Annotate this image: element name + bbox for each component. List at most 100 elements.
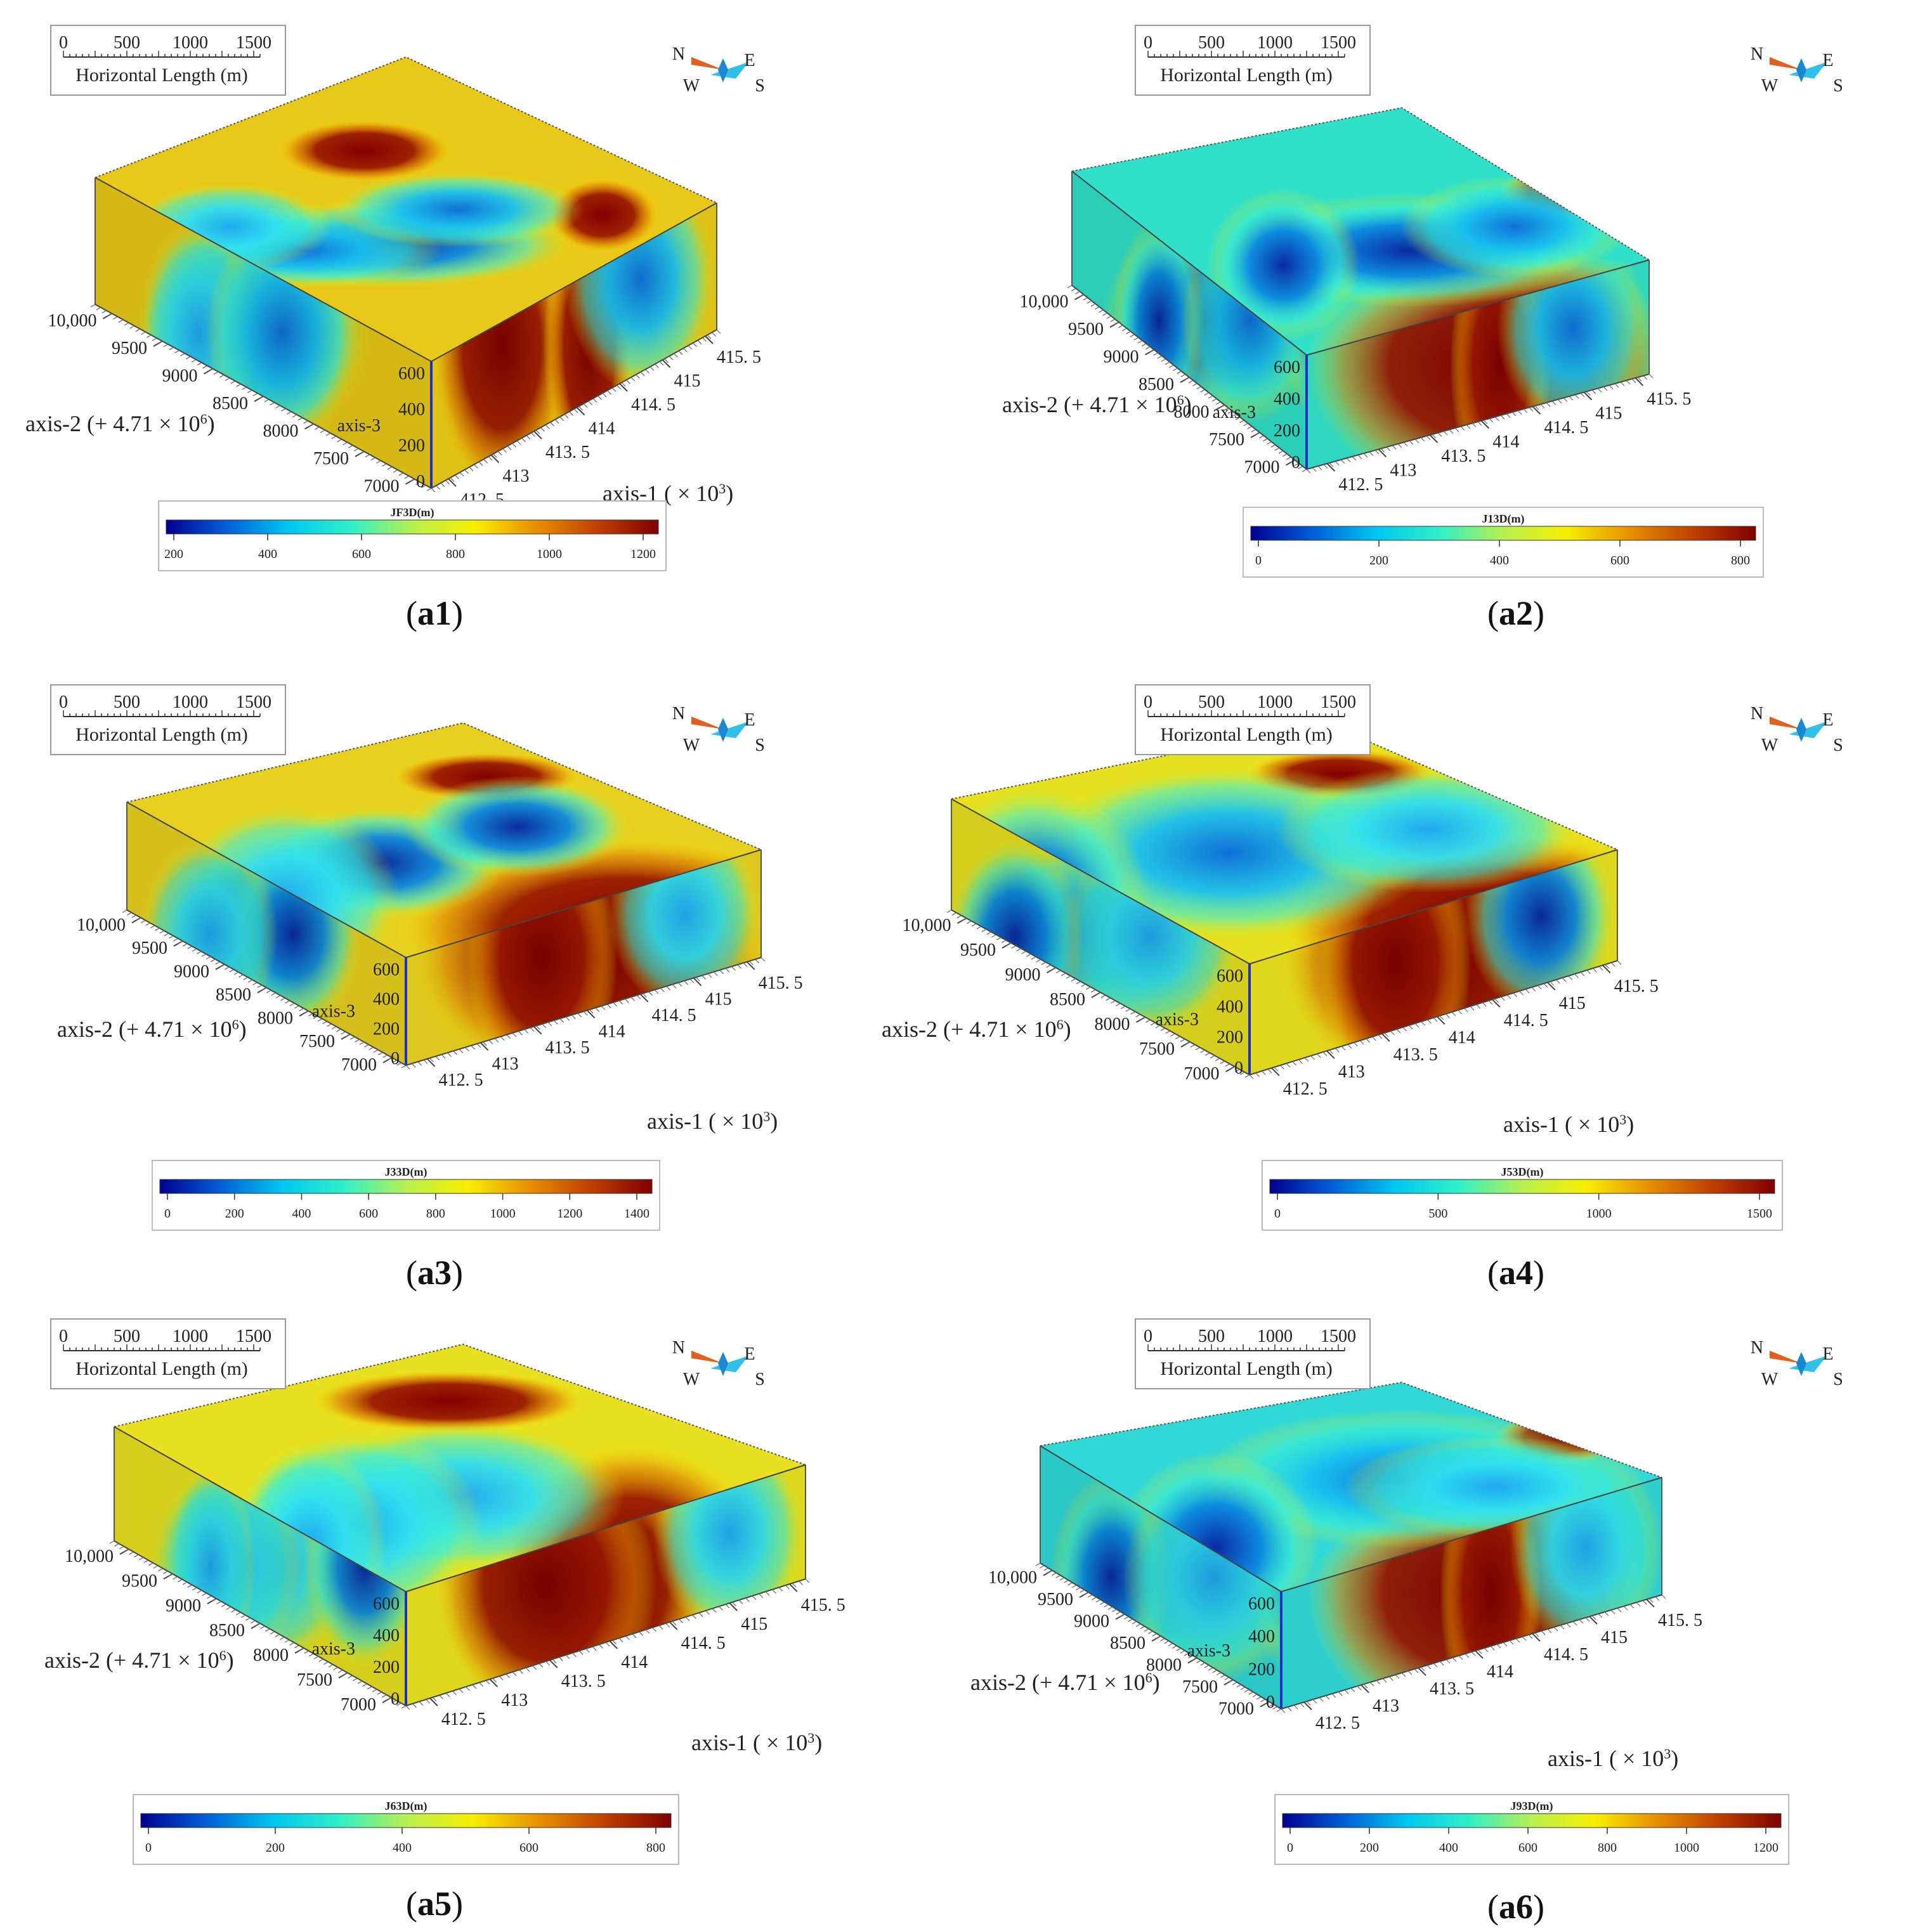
axis-1-tick-label: 415 bbox=[705, 989, 732, 1009]
axis-1-minor-tick bbox=[1509, 1640, 1514, 1645]
axis-1-minor-tick bbox=[1363, 1684, 1368, 1689]
axis-1-minor-tick bbox=[669, 356, 674, 361]
compass-icon: N ES W bbox=[672, 1338, 765, 1389]
axis-2-minor-tick bbox=[1180, 373, 1186, 377]
axis-1-minor-tick bbox=[1490, 1646, 1495, 1651]
axis-1-minor-tick bbox=[554, 419, 559, 424]
axis-1-tick bbox=[1326, 463, 1336, 472]
axis-2-minor-tick bbox=[231, 1609, 236, 1613]
axis-2-minor-tick bbox=[1228, 1679, 1234, 1683]
axis-2-minor-tick bbox=[370, 457, 375, 461]
colorbar-tick-label: 400 bbox=[1490, 554, 1509, 568]
axis-1-minor-tick bbox=[1477, 421, 1482, 426]
axis-2-minor-tick bbox=[1278, 450, 1284, 454]
axis-1-tick-label: 415. 5 bbox=[1647, 389, 1691, 409]
axis-2-minor-tick bbox=[284, 1639, 290, 1643]
panel-caption-close: ) bbox=[452, 1885, 463, 1923]
axis-1-tick bbox=[1271, 1067, 1280, 1076]
axis-2-minor-tick bbox=[1180, 1650, 1185, 1654]
scale-bar-tick-label: 0 bbox=[1144, 1327, 1152, 1346]
panel-caption: (a2) bbox=[1487, 594, 1544, 632]
axis-2-minor-tick bbox=[1111, 1000, 1116, 1004]
axis-2-minor-tick bbox=[216, 1601, 221, 1604]
axis-1-minor-tick bbox=[518, 1030, 523, 1036]
axis-1-minor-tick bbox=[1543, 983, 1548, 988]
axis-2-minor-tick bbox=[1244, 1074, 1250, 1078]
panel-caption: (a4) bbox=[1487, 1254, 1544, 1292]
axis-1-minor-tick bbox=[542, 1023, 547, 1029]
axis-2-minor-tick bbox=[1168, 1642, 1173, 1647]
axis-2-minor-tick bbox=[1047, 1569, 1053, 1574]
axis-1-minor-tick bbox=[612, 1640, 617, 1645]
axis-2-minor-tick bbox=[1059, 1577, 1065, 1581]
axis-2-tick-label: 7500 bbox=[297, 1670, 332, 1690]
axis-1-minor-tick bbox=[405, 1065, 410, 1070]
axis-2-minor-tick bbox=[243, 977, 248, 980]
axis-1-tick-label: 414. 5 bbox=[1544, 1645, 1588, 1665]
axis-1-minor-tick bbox=[1331, 1693, 1336, 1698]
axis-2-minor-tick bbox=[1244, 1689, 1250, 1692]
scale-bar: 0 500 1000 1500 Horizontal Length (m) bbox=[1135, 1318, 1371, 1389]
axis-2-minor-tick bbox=[1088, 1594, 1093, 1598]
axis-2-minor-tick bbox=[242, 386, 247, 391]
scale-bar: 0 500 1000 1500 Horizontal Length (m) bbox=[1135, 684, 1371, 755]
axis-3-label: axis-3 bbox=[312, 1639, 355, 1659]
axis-1-minor-tick bbox=[1503, 1642, 1508, 1647]
axis-2-minor-tick bbox=[1080, 1589, 1085, 1593]
axis-2-tick-label: 7000 bbox=[364, 477, 400, 497]
axis-1-minor-tick bbox=[664, 358, 669, 363]
axis-1-minor-tick bbox=[1329, 462, 1334, 467]
axis-2-minor-tick bbox=[1190, 1044, 1196, 1048]
scale-bar-tick-label: 500 bbox=[114, 692, 140, 712]
axis-1-minor-tick bbox=[683, 347, 688, 353]
axis-1-label-suffix: ) bbox=[726, 481, 733, 506]
axis-1-minor-tick bbox=[1286, 1063, 1291, 1068]
axis-1-minor-tick bbox=[1648, 1598, 1654, 1603]
axis-2-minor-tick bbox=[1200, 1662, 1205, 1666]
axis-1-tick bbox=[1381, 1033, 1390, 1042]
axis-1-minor-tick bbox=[1566, 1623, 1571, 1628]
axis-2-minor-tick bbox=[197, 362, 202, 366]
axis-2-minor-tick bbox=[238, 974, 244, 978]
colorbar-tick-label: 200 bbox=[225, 1207, 244, 1221]
panel-a4: 10,000 9500 9000 8500 8000 7500 7000 412. 5 413 4… bbox=[882, 684, 1843, 1292]
axis-1-minor-tick bbox=[459, 1688, 464, 1693]
axis-2-minor-tick bbox=[134, 1554, 139, 1558]
axis-1-minor-tick bbox=[613, 1002, 618, 1007]
colorbar-tick-label: 400 bbox=[393, 1841, 412, 1855]
axis-2-minor-tick bbox=[255, 1623, 261, 1627]
axis-1-minor-tick bbox=[617, 385, 621, 389]
axis-1-minor-tick bbox=[1366, 1038, 1371, 1043]
axis-2-minor-tick bbox=[1087, 300, 1092, 304]
axis-1-minor-tick bbox=[652, 1627, 656, 1632]
axis-1-minor-tick bbox=[459, 472, 464, 477]
axis-1-minor-tick bbox=[436, 485, 440, 490]
axis-2-minor-tick bbox=[236, 1612, 241, 1616]
panel-caption-close: ) bbox=[1533, 1254, 1544, 1292]
axis-1-minor-tick bbox=[1623, 1606, 1628, 1611]
axis-2-minor-tick bbox=[1172, 1645, 1177, 1649]
axis-2-minor-tick bbox=[1145, 346, 1151, 350]
scale-bar-label: Horizontal Length (m) bbox=[75, 1358, 248, 1379]
axis-1-minor-tick bbox=[752, 1595, 757, 1601]
axis-2-minor-tick bbox=[1130, 1011, 1136, 1015]
compass-w-label: W bbox=[683, 1370, 700, 1389]
axis-2-minor-tick bbox=[1055, 1575, 1061, 1578]
colorbar-gradient bbox=[1250, 526, 1756, 541]
axis-2-minor-tick bbox=[167, 1573, 173, 1577]
axis-2-minor-tick bbox=[1140, 1626, 1145, 1630]
axis-1-minor-tick bbox=[1580, 971, 1585, 977]
axis-2-minor-tick bbox=[398, 472, 404, 476]
axis-2-minor-tick bbox=[337, 439, 342, 443]
axis-2-minor-tick bbox=[1258, 435, 1264, 439]
axis-1-minor-tick bbox=[512, 443, 516, 448]
compass-e-label: E bbox=[744, 710, 755, 730]
compass-s-label: S bbox=[1833, 736, 1843, 755]
axis-2-label: axis-2 (+ 4.71 × 106) bbox=[57, 1016, 247, 1042]
panel-caption-open: ( bbox=[406, 1885, 417, 1923]
axis-2-minor-tick bbox=[318, 1658, 323, 1662]
axis-2-minor-tick bbox=[119, 1546, 124, 1550]
axis-1-minor-tick bbox=[492, 1678, 497, 1683]
axis-1-minor-tick bbox=[1585, 1617, 1590, 1622]
